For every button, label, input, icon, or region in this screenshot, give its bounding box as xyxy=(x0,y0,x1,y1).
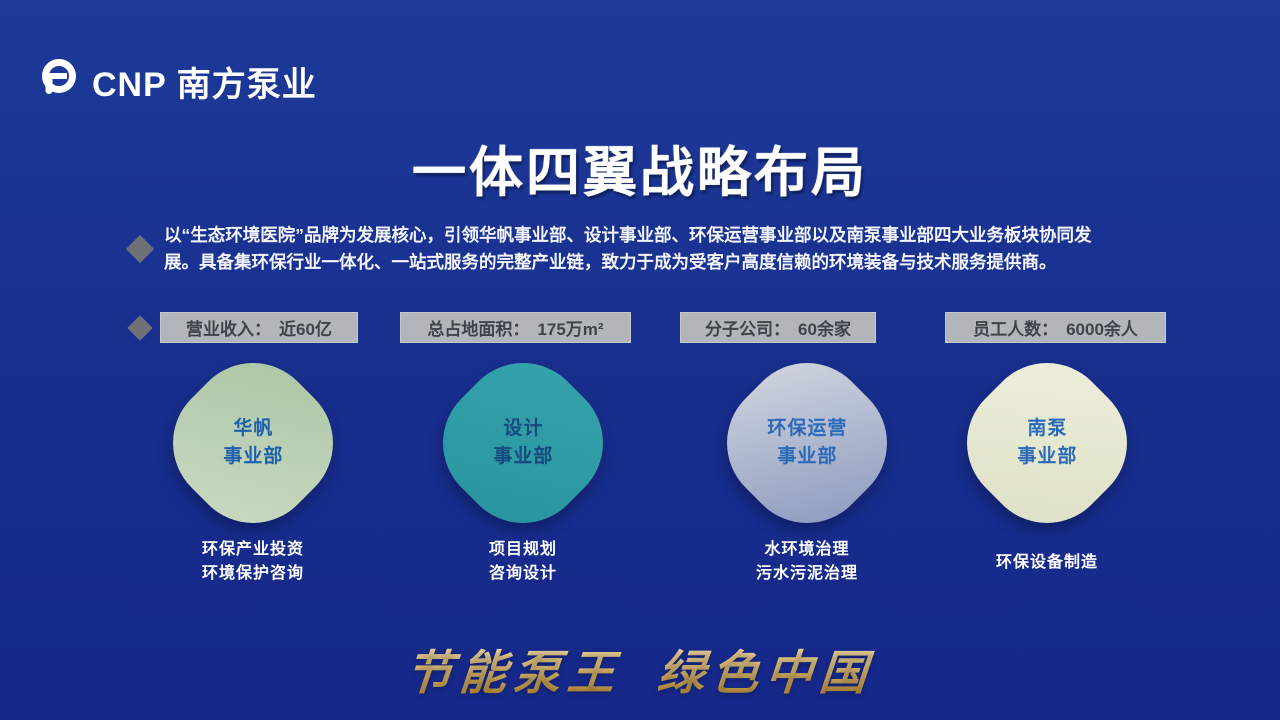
service-line: 环保设备制造 xyxy=(995,554,1098,571)
service-line: 项目规划 xyxy=(488,541,557,558)
division-services: 水环境治理 污水污泥治理 xyxy=(697,538,917,586)
intro-paragraph: 以“生态环境医院”品牌为发展核心，引领华帆事业部、设计事业部、环保运营事业部以及… xyxy=(164,222,1092,276)
blob-wrap: 设计 事业部 xyxy=(413,336,633,550)
division-services: 环保设备制造 xyxy=(937,551,1157,575)
division-name: 华帆 事业部 xyxy=(222,418,284,467)
stat-label: 总占地面积： xyxy=(427,320,530,339)
stat-value: 近60亿 xyxy=(279,320,332,339)
service-line: 咨询设计 xyxy=(488,565,557,582)
blob-wrap: 南泵 事业部 xyxy=(937,336,1157,550)
service-line: 环境保护咨询 xyxy=(201,565,304,582)
division-services: 项目规划 咨询设计 xyxy=(413,538,633,586)
slogan-part-2: 绿色中国 xyxy=(655,634,877,703)
stat-value: 175万m² xyxy=(537,320,604,339)
diamond-bullet-icon xyxy=(127,315,153,341)
division-services: 环保产业投资 环境保护咨询 xyxy=(143,538,363,586)
intro-line-2: 展。具备集环保行业一体化、一站式服务的完整产业链，致力于成为受客户高度信赖的环境… xyxy=(164,252,1057,272)
division-design: 设计 事业部 项目规划 咨询设计 xyxy=(413,336,633,586)
stat-label: 员工人数： xyxy=(973,320,1059,339)
slide-title: 一体四翼战略布局 xyxy=(412,143,868,203)
brand-logo: CNP 南方泵业 xyxy=(36,56,317,107)
stat-employees: 员工人数： 6000余人 xyxy=(945,312,1166,343)
service-line: 环保产业投资 xyxy=(201,541,304,558)
division-blob-shape: 设计 事业部 xyxy=(416,336,630,550)
stat-land-area: 总占地面积： 175万m² xyxy=(400,312,631,343)
diamond-bullet-icon xyxy=(125,234,155,264)
cnp-pump-ring-icon xyxy=(36,56,82,107)
service-line: 污水污泥治理 xyxy=(755,565,858,582)
slogan-part-1: 节能泵王 xyxy=(403,634,625,703)
division-blob-shape: 南泵 事业部 xyxy=(940,336,1154,550)
stat-label: 营业收入： xyxy=(186,320,272,339)
division-name: 环保运营 事业部 xyxy=(766,418,848,467)
company-name: 南方泵业 xyxy=(176,66,317,104)
service-line: 水环境治理 xyxy=(764,541,850,558)
blob-wrap: 环保运营 事业部 xyxy=(697,336,917,550)
stat-revenue: 营业收入： 近60亿 xyxy=(160,312,358,343)
stat-value: 60余家 xyxy=(798,320,851,339)
divisions-section: 华帆 事业部 环保产业投资 环境保护咨询 设计 事业部 项目规划 咨询设计 xyxy=(0,336,1280,592)
intro-section: 以“生态环境医院”品牌为发展核心，引领华帆事业部、设计事业部、环保运营事业部以及… xyxy=(125,222,1176,276)
stat-value: 6000余人 xyxy=(1066,320,1138,339)
brand-name: CNP xyxy=(92,66,167,104)
division-blob-shape: 华帆 事业部 xyxy=(146,336,360,550)
division-env-operation: 环保运营 事业部 水环境治理 污水污泥治理 xyxy=(697,336,917,586)
division-nanpump: 南泵 事业部 环保设备制造 xyxy=(937,336,1157,575)
key-figures-section: 营业收入： 近60亿 总占地面积： 175万m² 分子公司： 60余家 员工人数： 60… xyxy=(0,312,1280,344)
stat-label: 分子公司： xyxy=(705,320,791,339)
blob-wrap: 华帆 事业部 xyxy=(143,336,363,550)
division-name: 南泵 事业部 xyxy=(1016,418,1078,467)
intro-line-1: 以“生态环境医院”品牌为发展核心，引领华帆事业部、设计事业部、环保运营事业部以及… xyxy=(164,225,1092,245)
brand-slogan: 节能泵王 绿色中国 xyxy=(0,634,1280,703)
stat-subsidiaries: 分子公司： 60余家 xyxy=(680,312,876,343)
division-name: 设计 事业部 xyxy=(492,418,554,467)
division-blob-shape: 环保运营 事业部 xyxy=(700,336,914,550)
division-huafan: 华帆 事业部 环保产业投资 环境保护咨询 xyxy=(143,336,363,586)
